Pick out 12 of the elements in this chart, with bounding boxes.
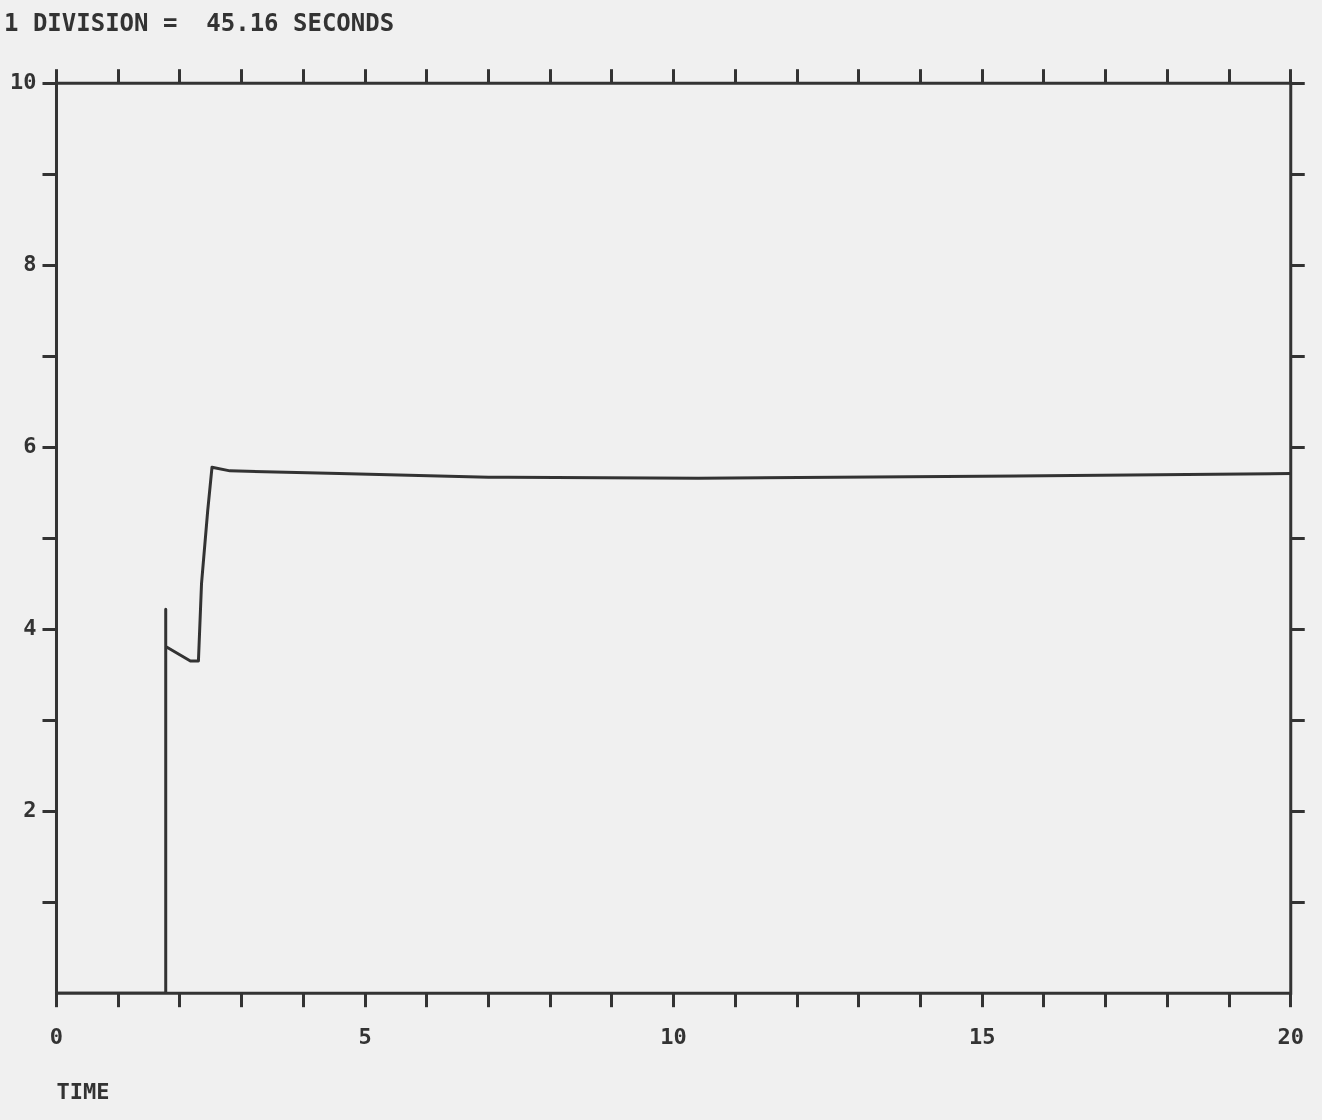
x-tick-label: 5 <box>358 1024 372 1050</box>
y-tick-label: 4 <box>23 614 37 640</box>
x-tick-label: 0 <box>49 1024 64 1050</box>
x-tick-label: 20 <box>1277 1024 1304 1050</box>
chart-title: 1 DIVISION = 45.16 SECONDS <box>4 8 395 37</box>
y-tick-label: 10 <box>9 68 37 94</box>
y-tick-label: 8 <box>23 250 37 276</box>
x-tick-label: 15 <box>968 1024 996 1050</box>
x-tick-label: 10 <box>660 1024 687 1050</box>
x-axis-title: TIME <box>56 1078 110 1104</box>
y-tick-label: 2 <box>23 796 37 822</box>
y-tick-label: 6 <box>23 432 37 458</box>
